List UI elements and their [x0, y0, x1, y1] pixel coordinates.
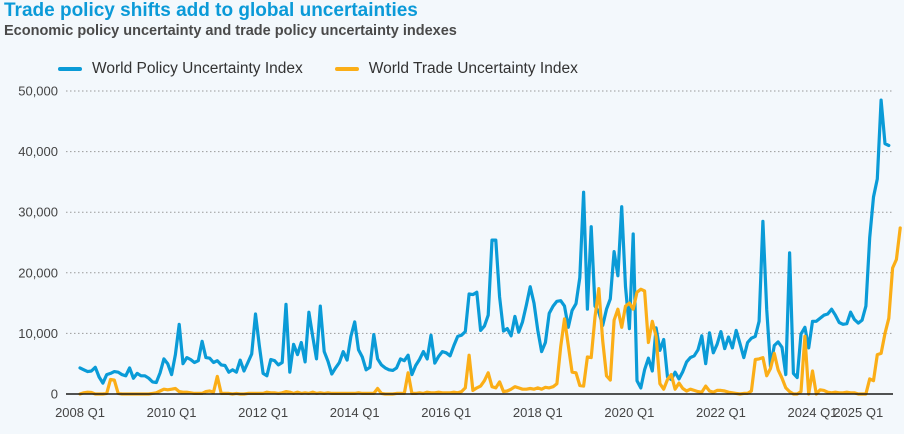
x-tick-label: 2018 Q1 [513, 405, 563, 420]
x-tick-label: 2012 Q1 [238, 405, 288, 420]
x-tick-label: 2016 Q1 [421, 405, 471, 420]
legend-item-policy: World Policy Uncertainty Index [58, 60, 303, 78]
series-line-policy-uncertainty [78, 98, 891, 390]
y-tick-label: 0 [51, 387, 58, 402]
x-tick-label: 2024 Q1 [788, 405, 838, 420]
legend: World Policy Uncertainty Index World Tra… [58, 60, 610, 78]
x-tick-label: 2020 Q1 [604, 405, 654, 420]
series-line-trade-uncertainty [78, 226, 902, 396]
legend-swatch-policy [58, 67, 82, 71]
y-tick-label: 40,000 [18, 144, 58, 159]
chart-subtitle: Economic policy uncertainty and trade po… [4, 23, 457, 39]
x-tick-label: 2014 Q1 [330, 405, 380, 420]
y-tick-label: 20,000 [18, 265, 58, 280]
y-tick-label: 30,000 [18, 205, 58, 220]
legend-swatch-trade [334, 67, 359, 71]
x-tick-label: 2025 Q1 [833, 405, 883, 420]
chart-title: Trade policy shifts add to global uncert… [4, 0, 418, 21]
legend-label-trade: World Trade Uncertainty Index [368, 60, 578, 77]
x-tick-label: 2008 Q1 [55, 405, 105, 420]
x-tick-label: 2022 Q1 [696, 405, 746, 420]
x-tick-label: 2010 Q1 [147, 405, 197, 420]
y-tick-label: 50,000 [18, 84, 58, 99]
y-tick-label: 10,000 [18, 326, 58, 341]
legend-label-policy: World Policy Uncertainty Index [92, 60, 303, 77]
legend-item-trade: World Trade Uncertainty Index [334, 60, 578, 78]
